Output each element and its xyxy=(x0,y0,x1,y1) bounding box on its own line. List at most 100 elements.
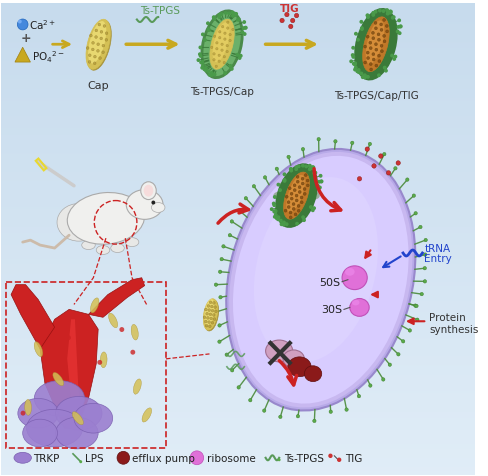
Ellipse shape xyxy=(308,169,310,171)
Ellipse shape xyxy=(352,63,354,66)
Ellipse shape xyxy=(233,15,235,17)
Ellipse shape xyxy=(291,203,294,206)
Ellipse shape xyxy=(395,161,400,166)
Ellipse shape xyxy=(353,9,397,81)
Ellipse shape xyxy=(366,58,369,60)
Ellipse shape xyxy=(214,310,217,313)
Ellipse shape xyxy=(220,14,222,16)
Ellipse shape xyxy=(228,40,231,43)
Ellipse shape xyxy=(342,266,366,290)
Ellipse shape xyxy=(359,21,362,24)
Ellipse shape xyxy=(297,166,299,168)
Ellipse shape xyxy=(374,28,377,31)
Ellipse shape xyxy=(110,244,124,253)
Ellipse shape xyxy=(374,49,377,52)
Ellipse shape xyxy=(238,58,241,60)
Ellipse shape xyxy=(207,309,210,312)
Ellipse shape xyxy=(206,23,209,25)
Ellipse shape xyxy=(218,296,222,299)
Ellipse shape xyxy=(57,204,101,242)
Ellipse shape xyxy=(378,155,382,159)
Ellipse shape xyxy=(292,178,300,190)
Polygon shape xyxy=(67,319,79,398)
Ellipse shape xyxy=(34,381,84,416)
Ellipse shape xyxy=(283,179,285,182)
Text: Protein: Protein xyxy=(428,313,465,323)
Ellipse shape xyxy=(275,218,278,220)
Ellipse shape xyxy=(201,62,203,65)
Ellipse shape xyxy=(295,167,297,169)
Ellipse shape xyxy=(286,156,290,159)
Ellipse shape xyxy=(368,48,371,50)
Ellipse shape xyxy=(278,415,282,419)
Ellipse shape xyxy=(88,55,91,58)
Ellipse shape xyxy=(301,178,304,181)
Ellipse shape xyxy=(320,181,322,183)
Ellipse shape xyxy=(209,74,211,77)
Ellipse shape xyxy=(213,306,216,309)
Ellipse shape xyxy=(287,188,290,190)
Ellipse shape xyxy=(117,451,129,464)
Ellipse shape xyxy=(223,56,225,59)
Ellipse shape xyxy=(212,302,215,305)
Ellipse shape xyxy=(204,300,218,331)
Ellipse shape xyxy=(90,298,99,313)
Ellipse shape xyxy=(279,19,284,24)
Ellipse shape xyxy=(20,411,25,416)
Ellipse shape xyxy=(366,15,368,18)
Ellipse shape xyxy=(362,77,364,79)
Ellipse shape xyxy=(143,185,153,197)
Ellipse shape xyxy=(414,305,417,308)
Ellipse shape xyxy=(288,212,291,215)
Ellipse shape xyxy=(98,24,101,27)
Ellipse shape xyxy=(303,193,305,196)
Ellipse shape xyxy=(382,11,384,13)
Ellipse shape xyxy=(384,70,386,73)
Ellipse shape xyxy=(97,360,102,365)
Ellipse shape xyxy=(222,245,224,248)
Ellipse shape xyxy=(217,340,221,344)
Text: Ts-TPGS/Cap/TIG: Ts-TPGS/Cap/TIG xyxy=(333,90,417,100)
Ellipse shape xyxy=(283,174,285,176)
Text: Cap: Cap xyxy=(87,81,109,90)
Ellipse shape xyxy=(350,142,353,145)
Ellipse shape xyxy=(131,325,138,340)
Ellipse shape xyxy=(314,172,316,175)
Ellipse shape xyxy=(198,54,201,56)
Ellipse shape xyxy=(204,299,214,326)
Ellipse shape xyxy=(151,201,155,205)
Ellipse shape xyxy=(423,253,426,257)
Ellipse shape xyxy=(100,31,102,34)
Text: ribosome: ribosome xyxy=(206,453,255,463)
Ellipse shape xyxy=(371,164,375,169)
Text: Ts-TPGS: Ts-TPGS xyxy=(140,6,180,16)
Ellipse shape xyxy=(218,55,220,58)
Ellipse shape xyxy=(353,64,355,67)
Ellipse shape xyxy=(207,71,209,73)
Ellipse shape xyxy=(423,239,427,242)
Ellipse shape xyxy=(309,167,311,169)
Ellipse shape xyxy=(262,409,265,413)
Ellipse shape xyxy=(100,38,102,41)
Ellipse shape xyxy=(396,27,399,29)
Ellipse shape xyxy=(282,222,285,224)
Ellipse shape xyxy=(207,305,209,307)
Ellipse shape xyxy=(397,20,400,22)
Ellipse shape xyxy=(422,267,426,270)
Ellipse shape xyxy=(388,12,391,15)
Ellipse shape xyxy=(304,183,313,193)
Ellipse shape xyxy=(270,208,272,211)
Ellipse shape xyxy=(226,149,414,411)
Ellipse shape xyxy=(382,20,385,22)
Ellipse shape xyxy=(289,169,291,171)
Ellipse shape xyxy=(227,13,230,16)
Ellipse shape xyxy=(231,16,234,18)
Ellipse shape xyxy=(87,21,111,71)
Text: tRNA: tRNA xyxy=(424,244,449,254)
Ellipse shape xyxy=(389,11,391,14)
Ellipse shape xyxy=(18,398,59,428)
Ellipse shape xyxy=(56,417,98,449)
Ellipse shape xyxy=(221,26,224,29)
Ellipse shape xyxy=(202,66,203,68)
Ellipse shape xyxy=(377,55,380,58)
